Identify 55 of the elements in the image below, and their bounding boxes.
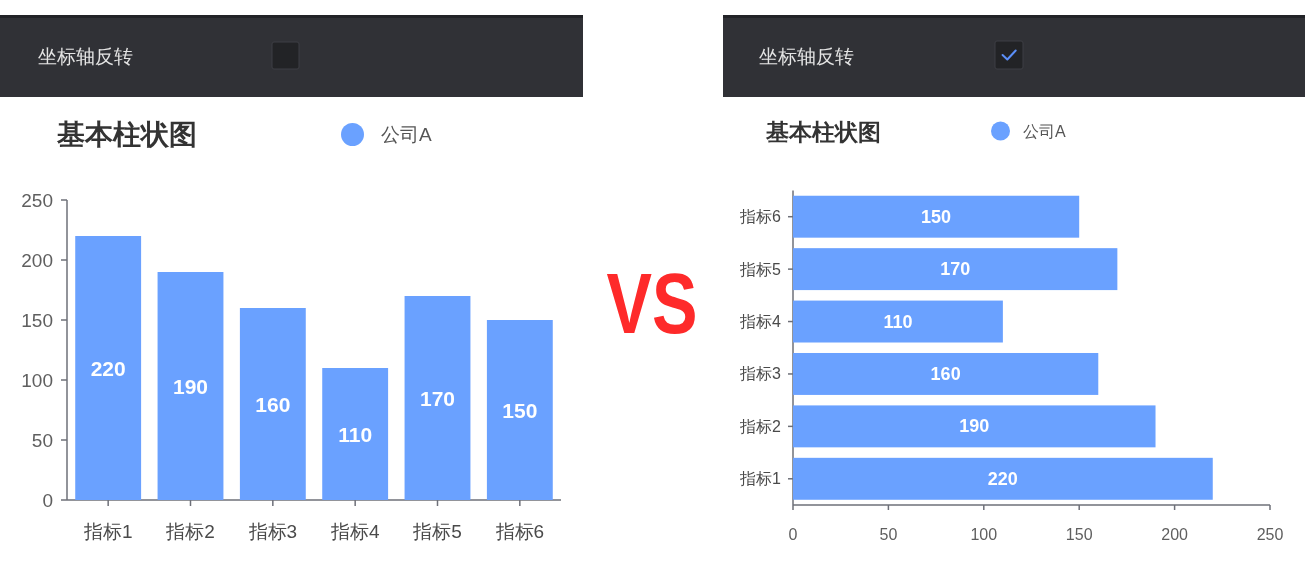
y-tick-label: 250	[21, 189, 53, 211]
data-label: 110	[883, 311, 913, 332]
bar	[322, 368, 389, 500]
y-tick-label: 指标2	[739, 417, 782, 435]
x-tick-label: 50	[879, 525, 898, 543]
data-label: 220	[987, 468, 1018, 489]
bar	[793, 405, 1156, 448]
y-tick-label: 指标5	[739, 260, 782, 278]
y-tick-label: 0	[42, 489, 53, 511]
x-tick-label: 指标2	[165, 520, 215, 542]
y-tick-label: 200	[21, 249, 53, 271]
bar	[157, 272, 224, 500]
chart-title: 基本柱状图	[56, 118, 197, 150]
x-tick-label: 250	[1256, 525, 1284, 543]
data-label: 190	[959, 416, 990, 437]
data-label: 220	[90, 356, 126, 380]
x-tick-label: 指标4	[329, 520, 380, 542]
y-tick-label: 100	[21, 369, 53, 391]
x-tick-label: 100	[970, 525, 998, 543]
data-label: 170	[940, 259, 971, 280]
x-tick-label: 指标1	[82, 520, 133, 542]
bar	[486, 320, 553, 500]
x-tick-label: 150	[1065, 525, 1093, 543]
bar	[793, 300, 1003, 343]
data-label: 160	[930, 363, 961, 384]
y-tick-label: 指标6	[739, 208, 782, 226]
bar	[793, 457, 1213, 500]
bar	[239, 308, 306, 500]
data-label: 160	[255, 392, 291, 416]
x-tick-label: 指标5	[412, 520, 462, 542]
y-tick-label: 指标3	[739, 365, 782, 383]
bar	[404, 296, 471, 500]
y-tick-label: 150	[21, 309, 53, 331]
text: VS	[606, 255, 722, 351]
data-label: 170	[419, 386, 456, 410]
bar	[793, 195, 1080, 238]
text: 坐标轴反转	[38, 45, 133, 67]
text: 坐标轴反转	[759, 45, 854, 67]
y-tick-label: 指标4	[739, 313, 782, 331]
data-label: 150	[921, 206, 952, 227]
x-tick-label: 0	[788, 525, 798, 543]
bar	[793, 248, 1118, 291]
legend-label: 公司A	[1023, 122, 1066, 140]
x-tick-label: 指标6	[494, 520, 545, 542]
x-tick-label: 200	[1161, 525, 1189, 543]
data-label: 190	[172, 374, 209, 398]
y-tick-label: 指标1	[739, 470, 782, 488]
data-label: 110	[338, 422, 373, 446]
data-label: 150	[502, 398, 538, 422]
y-tick-label: 50	[31, 429, 53, 451]
chart-title: 基本柱状图	[765, 119, 881, 145]
bar	[75, 236, 142, 500]
legend-label: 公司A	[381, 124, 432, 145]
bar	[793, 352, 1099, 395]
x-tick-label: 指标3	[247, 520, 298, 542]
